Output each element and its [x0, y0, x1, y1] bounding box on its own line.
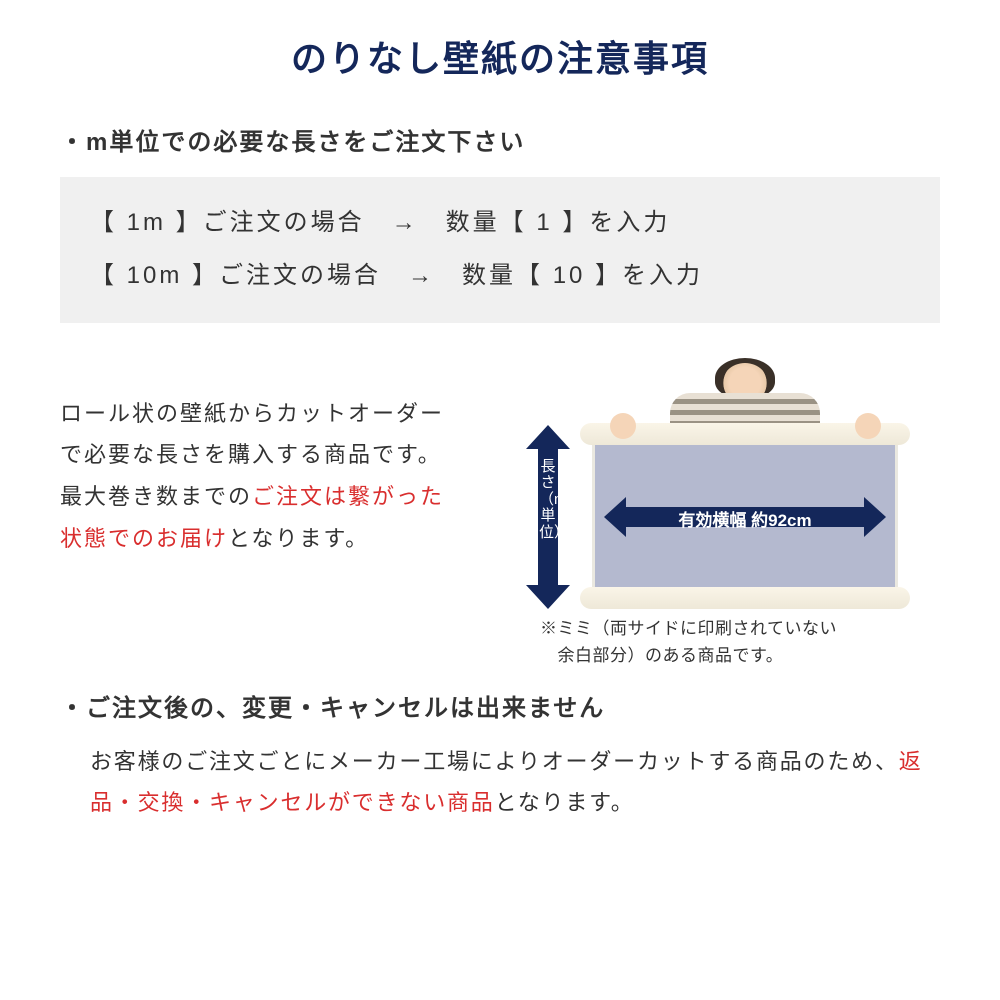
mimi-note-line2: 余白部分）のある商品です。 — [540, 642, 837, 669]
page-title: のりなし壁紙の注意事項 — [60, 30, 940, 82]
mimi-note-line1: ※ミミ（両サイドに印刷されていない — [540, 615, 837, 642]
desc-text-2: となります。 — [228, 526, 369, 551]
example-line-2: 【 10m 】ご注文の場合 → 数量【 10 】を入力 — [90, 250, 910, 303]
wallpaper-diagram: 長さ（m単位） 有効横幅 約92cm ※ミミ（両サイドに印刷されていない 余白部… — [460, 363, 940, 653]
width-arrow: 有効横幅 約92cm — [604, 497, 886, 537]
hand-right-shape — [855, 413, 881, 439]
cut-order-description: ロール状の壁紙からカットオーダーで必要な長さを購入する商品です。最大巻き数までの… — [60, 363, 450, 653]
section2-heading: ・ご注文後の、変更・キャンセルは出来ません — [60, 688, 940, 723]
hand-left-shape — [610, 413, 636, 439]
cancel-pre: お客様のご注文ごとにメーカー工場によりオーダーカットする商品のため、 — [90, 749, 899, 774]
length-arrow-label: 長さ（m単位） — [539, 459, 557, 542]
order-example-box: 【 1m 】ご注文の場合 → 数量【 1 】を入力 【 10m 】ご注文の場合 … — [60, 177, 940, 323]
length-arrow: 長さ（m単位） — [526, 425, 570, 609]
cancel-post: となります。 — [495, 790, 635, 815]
cancel-policy-text: お客様のご注文ごとにメーカー工場によりオーダーカットする商品のため、返品・交換・… — [60, 741, 940, 825]
section1-heading: ・m単位での必要な長さをご注文下さい — [60, 122, 940, 157]
width-arrow-label: 有効横幅 約92cm — [604, 506, 886, 531]
example-line-1: 【 1m 】ご注文の場合 → 数量【 1 】を入力 — [90, 197, 910, 250]
roll-bottom-shape — [580, 587, 910, 609]
mimi-note: ※ミミ（両サイドに印刷されていない 余白部分）のある商品です。 — [540, 615, 837, 669]
